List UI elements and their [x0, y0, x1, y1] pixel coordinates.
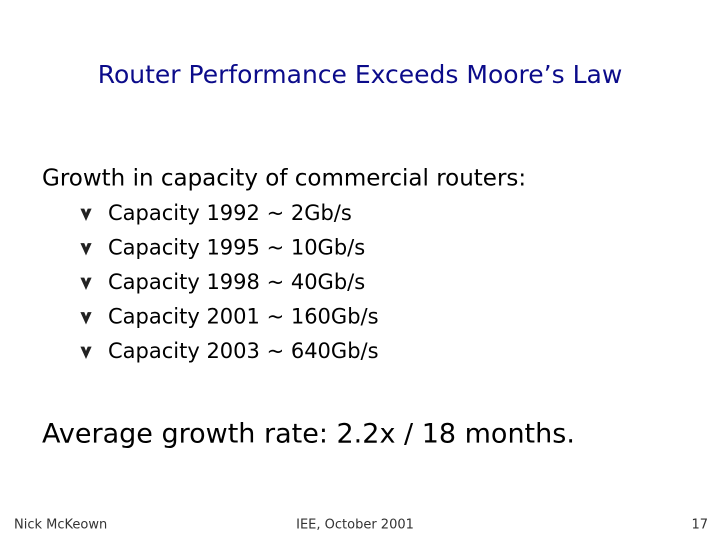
- footer-left: Nick McKeown: [14, 518, 107, 533]
- bullet-text: Capacity 2003 ~ 640Gb/s: [108, 339, 379, 363]
- bullet-icon: [80, 208, 92, 221]
- bullet-icon: [80, 277, 92, 290]
- footer-center: IEE, October 2001: [296, 518, 414, 533]
- intro: Growth in capacity of commercial routers…: [42, 166, 526, 192]
- bullet-icon: [80, 346, 92, 359]
- bullet-text: Capacity 1995 ~ 10Gb/s: [108, 236, 365, 260]
- bullet-text: Capacity 1998 ~ 40Gb/s: [108, 270, 365, 294]
- bullet-text: Capacity 2001 ~ 160Gb/s: [108, 305, 379, 329]
- bullet-list: Capacity 1992 ~ 2Gb/s Capacity 1995 ~ 10G…: [80, 201, 379, 363]
- summary: Average growth rate: 2.2x / 18 months.: [42, 419, 575, 450]
- bullet-text: Capacity 1992 ~ 2Gb/s: [108, 201, 352, 225]
- slide-title: Router Performance Exceeds Moore’s Law: [98, 60, 623, 89]
- bullet-icon: [80, 312, 92, 325]
- bullet-icon: [80, 243, 92, 256]
- footer-right: 17: [691, 518, 708, 533]
